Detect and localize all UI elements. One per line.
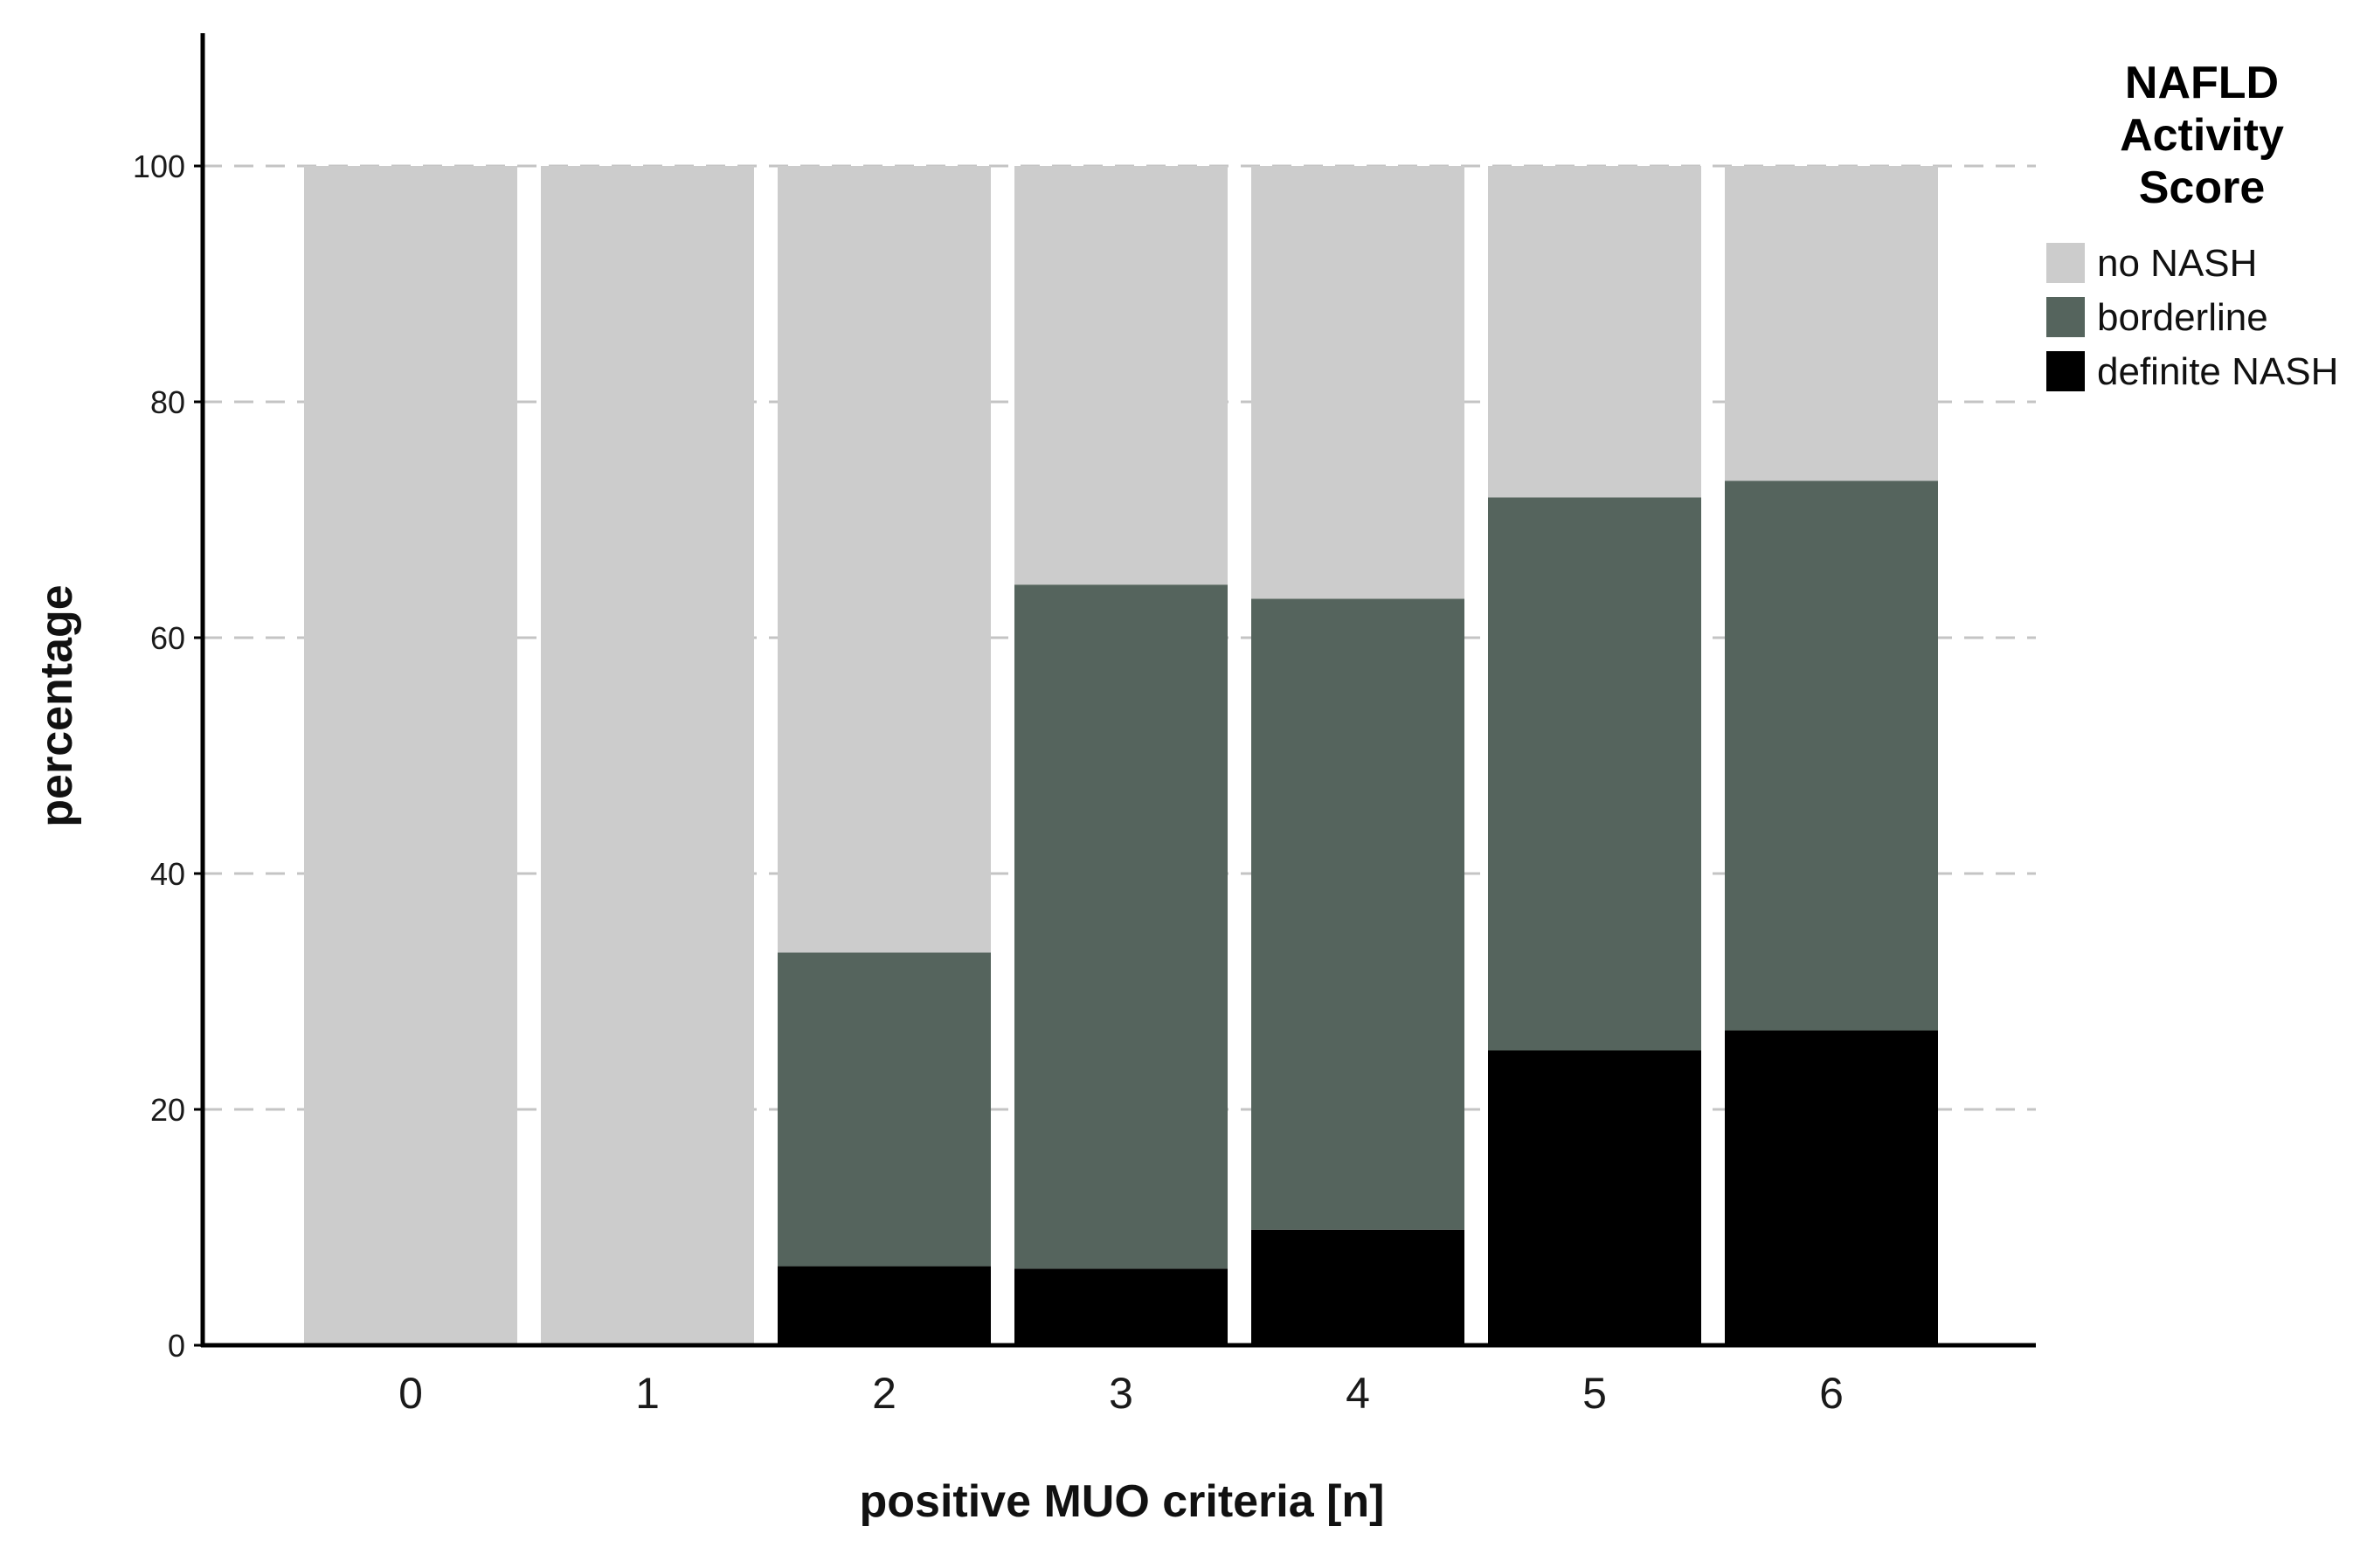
x-tick-label: 2 [872,1369,896,1418]
bars [304,166,1938,1345]
y-tick-label: 60 [150,620,185,656]
y-tick-label: 80 [150,384,185,420]
legend-swatch [2046,297,2085,337]
bar-segment-no-nash [541,166,754,1345]
x-tick-label: 0 [398,1369,423,1418]
x-tick-labels: 0 1 2 3 4 5 6 [398,1369,1844,1418]
legend-label: borderline [2097,296,2268,339]
bar-segment-borderline [1014,584,1228,1269]
bar-segment-borderline [1488,497,1701,1051]
legend-title-line: Activity [2120,110,2284,161]
bar-segment-definite-nash [778,1266,991,1345]
legend-title-line: Score [2139,162,2266,213]
x-tick-label: 4 [1346,1369,1370,1418]
x-tick-label: 1 [635,1369,660,1418]
bar-segment-no-nash [1251,166,1464,599]
y-tick-label: 0 [168,1328,185,1364]
bar-segment-definite-nash [1251,1229,1464,1345]
legend-label: definite NASH [2097,350,2338,393]
legend-title-line: NAFLD [2125,58,2279,108]
x-tick-label: 6 [1819,1369,1844,1418]
y-tick-label: 100 [133,149,185,184]
bar-segment-borderline [778,952,991,1267]
x-tick-label: 5 [1582,1369,1607,1418]
bar-segment-no-nash [1014,166,1228,585]
axes [194,33,2036,1348]
y-tick-label: 20 [150,1092,185,1128]
bar-segment-no-nash [1725,166,1938,481]
bar-segment-no-nash [778,166,991,953]
bar-segment-definite-nash [1014,1268,1228,1345]
bar-segment-definite-nash [1725,1030,1938,1345]
x-tick-label: 3 [1109,1369,1133,1418]
legend-label: no NASH [2097,242,2257,285]
bar-segment-no-nash [1488,166,1701,498]
y-axis-title: percentage [31,584,82,826]
y-tick-labels: 0 20 40 60 80 100 [133,149,185,1364]
bar-segment-borderline [1725,480,1938,1031]
bar-segment-definite-nash [1488,1050,1701,1345]
x-axis-title: positive MUO criteria [n] [860,1476,1385,1527]
legend-swatch [2046,351,2085,391]
bar-segment-no-nash [304,166,517,1345]
y-tick-label: 40 [150,856,185,892]
bar-segment-borderline [1251,598,1464,1230]
legend-swatch [2046,243,2085,283]
